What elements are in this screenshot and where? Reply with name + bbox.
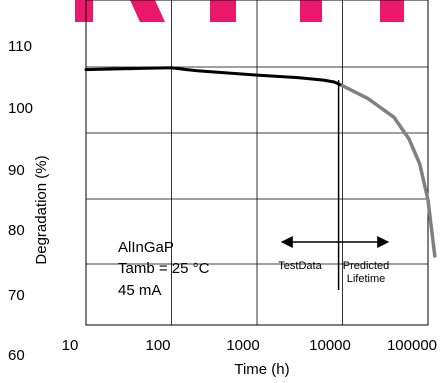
device-temperature-label: Tamb = 25 °C — [118, 260, 210, 277]
predicted-lifetime-label-line2: Lifetime — [347, 273, 386, 285]
data-series — [84, 66, 437, 258]
watermark-logo — [75, 0, 404, 22]
y-tick-label: 100 — [8, 100, 33, 117]
y-tick-label: 70 — [8, 287, 25, 304]
device-material-label: AlInGaP — [118, 239, 174, 256]
testdata-label: TestData — [278, 260, 322, 272]
y-tick-label: 90 — [8, 162, 25, 179]
y-axis-label: Degradation (%) — [33, 155, 50, 264]
x-tick-label: 100 — [145, 337, 170, 354]
y-axis-ticks: 60 70 80 90 100 110 — [8, 38, 33, 364]
y-tick-label: 60 — [8, 347, 25, 364]
measured-degradation-line — [84, 66, 344, 88]
predicted-lifetime-line — [340, 83, 437, 258]
x-tick-label: 100000 — [387, 337, 437, 354]
predicted-lifetime-label-line1: Predicted — [343, 260, 389, 272]
plot-frame — [85, 0, 429, 326]
x-tick-label: 10 — [62, 337, 79, 354]
y-tick-label: 80 — [8, 222, 25, 239]
x-axis-ticks: 10 100 1000 10000 100000 — [62, 337, 437, 354]
x-axis-label: Time (h) — [234, 361, 289, 378]
y-tick-label: 110 — [8, 38, 32, 55]
x-tick-label: 10000 — [309, 337, 351, 354]
x-tick-label: 1000 — [226, 337, 259, 354]
device-current-label: 45 mA — [118, 282, 161, 299]
